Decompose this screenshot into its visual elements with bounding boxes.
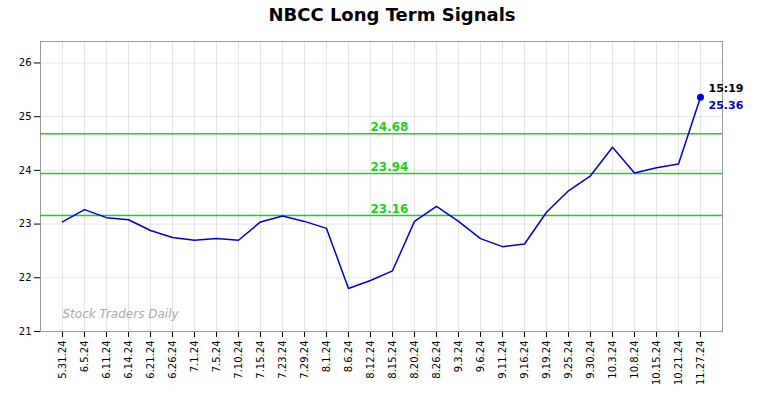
svg-text:24: 24 <box>19 165 32 176</box>
svg-text:9.16.24: 9.16.24 <box>519 341 530 379</box>
svg-text:11.27.24: 11.27.24 <box>695 341 706 386</box>
svg-text:8.15.24: 8.15.24 <box>387 341 398 379</box>
svg-text:25.36: 25.36 <box>709 99 744 112</box>
svg-text:10.21.24: 10.21.24 <box>673 341 684 386</box>
svg-text:9.3.24: 9.3.24 <box>453 341 464 373</box>
svg-text:22: 22 <box>19 272 32 283</box>
svg-text:Stock Traders Daily: Stock Traders Daily <box>63 307 180 321</box>
html-text:NBCC Long Term Signals: NBCC Long Term Signals <box>268 4 516 25</box>
svg-text:23.94: 23.94 <box>371 160 409 174</box>
svg-text:8.12.24: 8.12.24 <box>365 341 376 379</box>
svg-text:10.8.24: 10.8.24 <box>629 341 640 379</box>
svg-text:9.19.24: 9.19.24 <box>541 341 552 379</box>
svg-text:6.11.24: 6.11.24 <box>101 341 112 379</box>
svg-text:9.30.24: 9.30.24 <box>585 341 596 379</box>
svg-text:6.26.24: 6.26.24 <box>167 341 178 379</box>
svg-text:23: 23 <box>19 218 32 229</box>
svg-text:23.16: 23.16 <box>371 202 409 216</box>
svg-text:7.5.24: 7.5.24 <box>211 341 222 373</box>
svg-text:9.25.24: 9.25.24 <box>563 341 574 379</box>
svg-text:15:19: 15:19 <box>709 82 744 95</box>
svg-text:7.15.24: 7.15.24 <box>255 341 266 379</box>
svg-text:8.6.24: 8.6.24 <box>343 341 354 373</box>
svg-text:9.11.24: 9.11.24 <box>497 341 508 379</box>
svg-text:24.68: 24.68 <box>371 120 409 134</box>
svg-text:7.29.24: 7.29.24 <box>299 341 310 379</box>
svg-text:6.5.24: 6.5.24 <box>79 341 90 373</box>
svg-text:8.26.24: 8.26.24 <box>431 341 442 379</box>
svg-text:7.1.24: 7.1.24 <box>189 341 200 373</box>
svg-text:6.14.24: 6.14.24 <box>123 341 134 379</box>
svg-text:9.6.24: 9.6.24 <box>475 341 486 373</box>
svg-text:5.31.24: 5.31.24 <box>57 341 68 379</box>
svg-text:21: 21 <box>19 326 32 337</box>
svg-text:6.21.24: 6.21.24 <box>145 341 156 379</box>
svg-text:10.15.24: 10.15.24 <box>651 341 662 386</box>
svg-text:7.10.24: 7.10.24 <box>233 341 244 379</box>
svg-text:7.23.24: 7.23.24 <box>277 341 288 379</box>
svg-text:8.20.24: 8.20.24 <box>409 341 420 379</box>
svg-text:25: 25 <box>19 111 32 122</box>
svg-text:26: 26 <box>19 57 32 68</box>
svg-text:8.1.24: 8.1.24 <box>321 341 332 373</box>
svg-text:10.3.24: 10.3.24 <box>607 341 618 379</box>
